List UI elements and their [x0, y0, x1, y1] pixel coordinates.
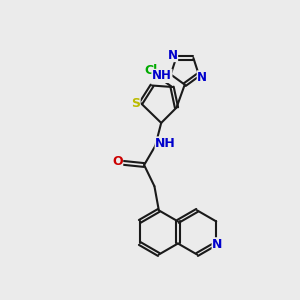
- Text: N: N: [168, 49, 178, 62]
- Text: N: N: [212, 238, 223, 251]
- Text: NH: NH: [155, 137, 176, 150]
- Text: NH: NH: [152, 69, 172, 82]
- Text: S: S: [131, 97, 140, 110]
- Text: N: N: [197, 71, 207, 84]
- Text: O: O: [112, 155, 123, 168]
- Text: Cl: Cl: [145, 64, 158, 77]
